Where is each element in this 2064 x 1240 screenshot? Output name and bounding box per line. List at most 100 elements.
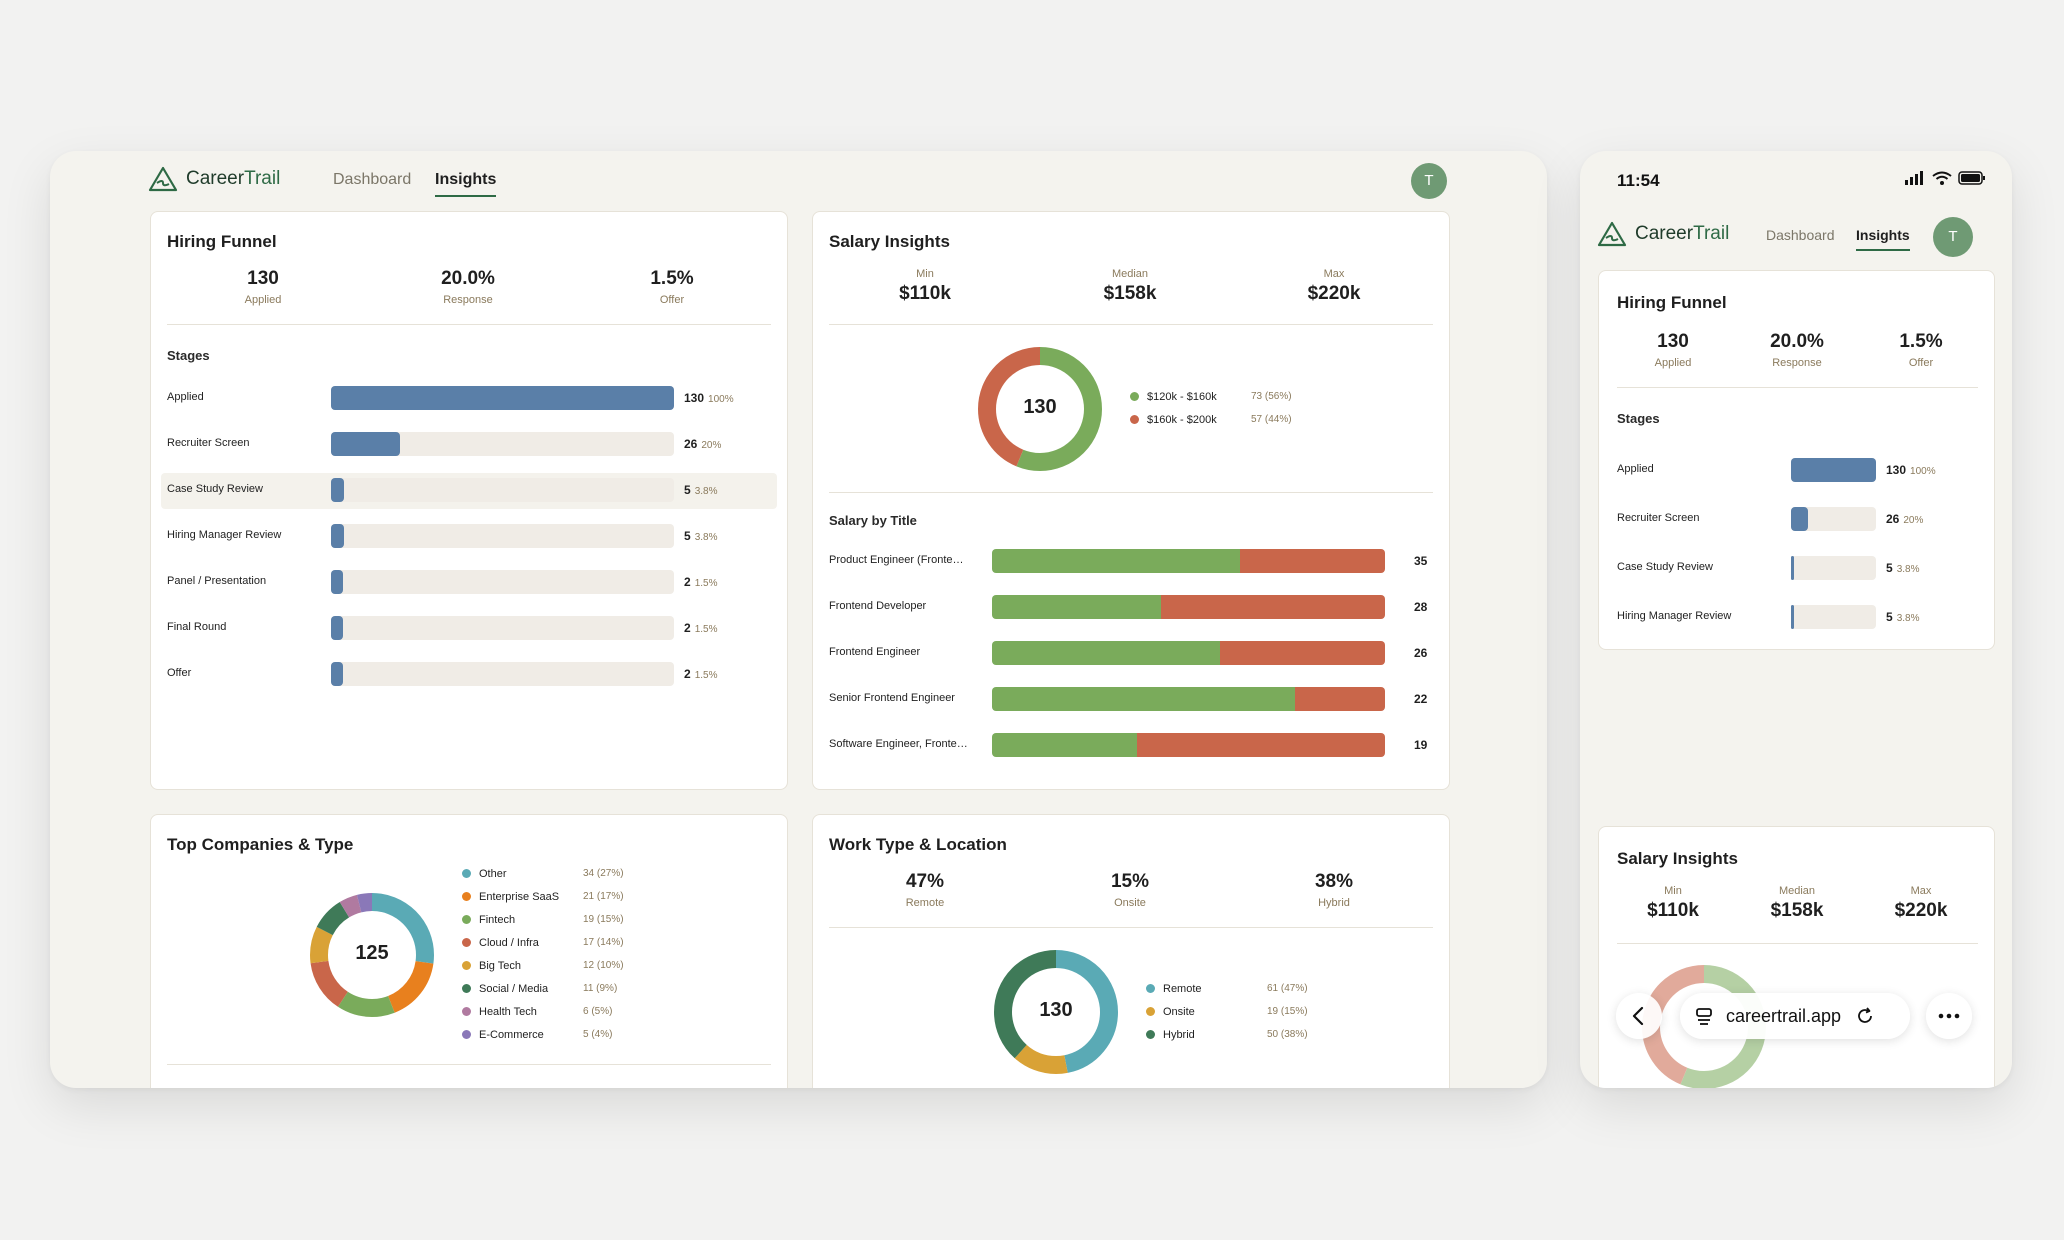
stage-label: Case Study Review [1617, 561, 1713, 573]
card-title: Salary Insights [829, 232, 950, 251]
hiring-funnel-card: Hiring Funnel 130 Applied 20.0% Response 1.5… [1598, 270, 1995, 650]
legend-item[interactable]: Remote 61 (47%) [1146, 977, 1308, 1000]
tab-insights[interactable]: Insights [435, 171, 497, 197]
stat: 130 Applied [193, 268, 333, 306]
avatar[interactable]: T [1933, 217, 1973, 257]
legend-name: Remote [1163, 982, 1202, 995]
legend-item[interactable]: $120k - $160k 73 (56%) [1130, 385, 1292, 408]
tab-insights[interactable]: Insights [1856, 227, 1910, 251]
legend-item[interactable]: Big Tech 12 (10%) [462, 954, 624, 977]
stage-label: Panel / Presentation [167, 575, 267, 587]
donut-slice[interactable] [994, 950, 1118, 1074]
stat-label: Response [443, 294, 493, 306]
work-type-legend: Remote 61 (47%) Onsite 19 (15%) Hybrid 50 (38… [1146, 977, 1308, 1046]
stage-bar-fill [1791, 507, 1808, 531]
salary-title-bar[interactable] [992, 687, 1385, 711]
legend-item[interactable]: Hybrid 50 (38%) [1146, 1023, 1308, 1046]
stat: Median $158k [1060, 268, 1200, 305]
stage-count-pct: 3.8% [1896, 613, 1920, 624]
legend-dot [462, 915, 471, 924]
salary-bar-green [992, 733, 1138, 757]
salary-title-bar[interactable] [992, 733, 1385, 757]
stage-bar[interactable] [331, 662, 674, 686]
stage-count: 2 1.5% [684, 575, 717, 589]
wifi-icon [1932, 171, 1952, 185]
legend-item[interactable]: Social / Media 11 (9%) [462, 977, 624, 1000]
stat: 47% Remote [855, 871, 995, 909]
brand-logo[interactable]: CareerTrail [148, 166, 280, 192]
legend-name: Health Tech [479, 1005, 537, 1018]
stat-label: Response [1772, 357, 1822, 369]
stage-bar[interactable] [331, 524, 674, 548]
stage-bar[interactable] [1791, 507, 1876, 531]
stage-bar[interactable] [331, 616, 674, 640]
tabs-icon [1696, 1008, 1712, 1025]
legend-pct: 19 (15%) [583, 914, 624, 925]
donut-slice[interactable] [994, 950, 1118, 1074]
stage-bar[interactable] [331, 570, 674, 594]
stage-count-pct: 3.8% [1896, 564, 1920, 575]
donut-total: 130 [1039, 999, 1073, 1021]
stage-label: Final Round [167, 621, 227, 633]
donut-slice[interactable] [310, 893, 434, 1017]
stat-label: Min [916, 268, 934, 280]
card-title: Top Companies & Type [167, 835, 354, 854]
stage-count: 5 3.8% [684, 529, 717, 543]
stat-label: Applied [1654, 357, 1692, 369]
stage-count-value: 130 [684, 391, 705, 405]
stat-value: 1.5% [1899, 331, 1943, 352]
tab-dashboard[interactable]: Dashboard [1766, 227, 1835, 243]
donut-slice[interactable] [978, 347, 1102, 471]
stat: 20.0% Response [398, 268, 538, 306]
donut-total: 125 [355, 942, 389, 964]
salary-bar-green [992, 549, 1240, 573]
tab-dashboard[interactable]: Dashboard [333, 171, 412, 188]
brand-logo[interactable]: CareerTrail [1597, 221, 1729, 247]
stat-label: Offer [1908, 357, 1934, 369]
stage-bar[interactable] [1791, 556, 1876, 580]
legend-item[interactable]: Health Tech 6 (5%) [462, 1000, 624, 1023]
salary-title-bar[interactable] [992, 549, 1385, 573]
title-label: Frontend Developer [829, 600, 927, 612]
back-button[interactable] [1616, 993, 1662, 1039]
legend-item[interactable]: Other 34 (27%) [462, 862, 624, 885]
stage-bar[interactable] [331, 386, 674, 410]
stage-bar[interactable] [1791, 605, 1876, 629]
donut-slice[interactable] [310, 893, 434, 1017]
donut-slice[interactable] [310, 893, 434, 1017]
legend-name: Big Tech [479, 959, 521, 972]
title-count: 35 [1414, 554, 1428, 568]
stage-count: 2 1.5% [684, 621, 717, 635]
legend-item[interactable]: Onsite 19 (15%) [1146, 1000, 1308, 1023]
legend-dot [1130, 415, 1139, 424]
legend-dot [1130, 392, 1139, 401]
stage-label: Recruiter Screen [1617, 512, 1700, 524]
legend-item[interactable]: E-Commerce 5 (4%) [462, 1023, 624, 1046]
stage-label: Offer [167, 667, 192, 679]
legend-item[interactable]: $160k - $200k 57 (44%) [1130, 408, 1292, 431]
legend-item[interactable]: Cloud / Infra 17 (14%) [462, 931, 624, 954]
divider [167, 1064, 771, 1065]
avatar[interactable]: T [1411, 163, 1447, 199]
address-bar[interactable]: careertrail.app [1680, 993, 1910, 1039]
salary-title-bar[interactable] [992, 641, 1385, 665]
title-label: Software Engineer, Fronte… [829, 738, 968, 750]
title-count: 19 [1414, 738, 1428, 752]
legend-item[interactable]: Enterprise SaaS 21 (17%) [462, 885, 624, 908]
stage-bar[interactable] [331, 478, 674, 502]
stage-count: 2 1.5% [684, 667, 717, 681]
stage-count-value: 5 [1886, 610, 1893, 624]
stage-bar[interactable] [331, 432, 674, 456]
more-button[interactable] [1926, 993, 1972, 1039]
top-companies-card: Top Companies & Type 125 Other 34 (27%) En… [150, 814, 788, 1088]
stage-bar[interactable] [1791, 458, 1876, 482]
reload-icon[interactable] [1855, 1006, 1875, 1026]
legend-dot [462, 938, 471, 947]
stat-value: $220k [1894, 900, 1948, 921]
salary-title-bar[interactable] [992, 595, 1385, 619]
legend-item[interactable]: Fintech 19 (15%) [462, 908, 624, 931]
mobile-window: 11:54 CareerTrail Dashboard Insights T H… [1580, 151, 2012, 1088]
legend-pct: 57 (44%) [1251, 414, 1292, 425]
donut-total: 130 [1023, 396, 1057, 418]
salary-range-donut [978, 347, 1102, 471]
